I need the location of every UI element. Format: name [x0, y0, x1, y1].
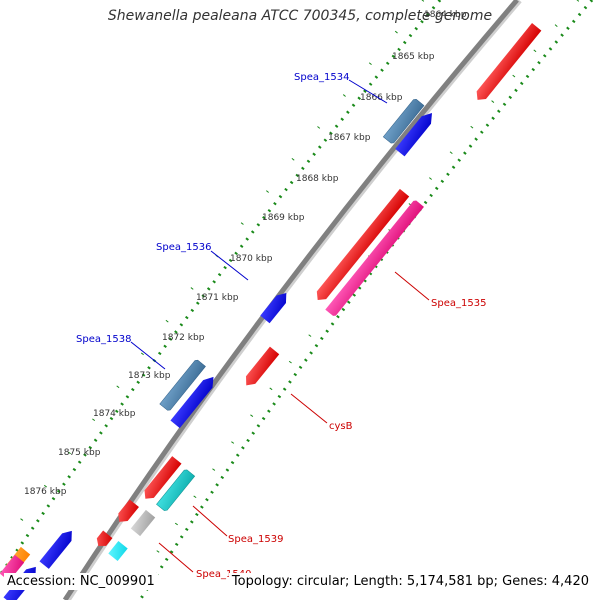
inner-dotted-ring: [0, 0, 442, 576]
leader-line: [192, 505, 228, 537]
gene-labels: Spea_1534 Spea_1535 Spea_1536 Spea_1538 …: [76, 72, 486, 580]
kbp-label: 1876 kbp: [24, 487, 67, 497]
gene-label-spea-1536[interactable]: Spea_1536: [156, 242, 211, 253]
gene-forward-arrow[interactable]: [395, 109, 436, 157]
gene-spea-1539-block[interactable]: [156, 469, 196, 512]
gene-label-spea-1540[interactable]: Spea_1540: [196, 569, 251, 580]
gene-label-spea-1538[interactable]: Spea_1538: [76, 334, 131, 345]
kbp-label: 1870 kbp: [230, 254, 273, 264]
kbp-label: 1864 kbp: [424, 10, 467, 20]
gene-label-cysb[interactable]: cysB: [329, 421, 353, 432]
outer-tick-ring: [124, 0, 580, 600]
kbp-tick-labels: 1864 kbp 1865 kbp 1866 kbp 1867 kbp 1868…: [24, 10, 467, 497]
label-leader-lines: [130, 79, 430, 573]
leader-line: [394, 271, 430, 301]
leader-line: [130, 341, 166, 370]
kbp-label: 1865 kbp: [392, 52, 435, 62]
kbp-label: 1871 kbp: [196, 293, 239, 303]
genome-stats-text: Topology: circular; Length: 5,174,581 bp…: [228, 573, 592, 590]
gene-label-spea-1539[interactable]: Spea_1539: [228, 534, 283, 545]
forward-strand-genes: [0, 98, 436, 600]
gene-label-spea-1534[interactable]: Spea_1534: [294, 72, 349, 83]
kbp-label: 1874 kbp: [93, 409, 136, 419]
gene-spea-1535-block[interactable]: [325, 199, 424, 317]
leader-line: [348, 79, 388, 104]
outer-dotted-ring: [138, 0, 594, 600]
kbp-label: 1867 kbp: [328, 133, 371, 143]
map-footer: Accession: NC_009901 Topology: circular;…: [0, 572, 600, 594]
kbp-label: 1873 kbp: [128, 371, 171, 381]
gene-spea-1534-block[interactable]: [382, 98, 425, 144]
accession-text: Accession: NC_009901: [4, 573, 158, 590]
kbp-label: 1868 kbp: [296, 174, 339, 184]
kbp-label: 1869 kbp: [262, 213, 305, 223]
leader-line: [210, 250, 249, 281]
gene-reverse-arrow[interactable]: [313, 188, 410, 304]
leader-line: [290, 393, 328, 424]
leader-line: [158, 542, 194, 573]
kbp-label: 1866 kbp: [360, 93, 403, 103]
gene-spea-1540-arrow[interactable]: [94, 530, 113, 550]
kbp-label: 1872 kbp: [162, 333, 205, 343]
gene-gray-block[interactable]: [130, 509, 156, 537]
kbp-label: 1875 kbp: [58, 448, 101, 458]
gene-spea-1538-block[interactable]: [159, 359, 206, 412]
gene-reverse-arrow[interactable]: [473, 23, 542, 104]
reverse-strand-genes: [94, 23, 542, 561]
gene-reverse-arrow[interactable]: [141, 456, 182, 502]
gene-forward-arrow[interactable]: [39, 527, 76, 569]
gene-reverse-arrow[interactable]: [115, 499, 139, 525]
gene-cyan-block[interactable]: [108, 541, 128, 561]
gene-cysb-arrow[interactable]: [242, 346, 280, 390]
gene-spea-1536-arrow[interactable]: [260, 289, 291, 324]
gene-forward-arrow[interactable]: [170, 373, 218, 429]
gene-label-spea-1535[interactable]: Spea_1535: [431, 298, 486, 309]
genome-title: Shewanella pealeana ATCC 700345, complet…: [107, 8, 493, 24]
